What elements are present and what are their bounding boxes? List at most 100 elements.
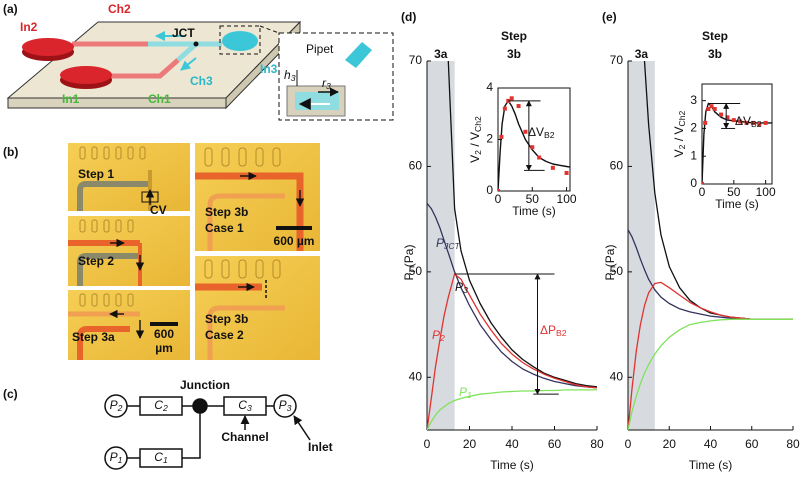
subscript: Ch2	[677, 110, 687, 126]
label-h3: h3	[284, 68, 296, 83]
x-tick-label: 0	[495, 192, 502, 206]
label-ch2: Ch2	[108, 2, 131, 16]
curve	[427, 202, 597, 389]
plot-area	[628, 61, 793, 430]
label-part: V	[672, 149, 686, 157]
subscript: 1	[163, 455, 168, 465]
curve	[427, 389, 597, 430]
phase-label: 3b	[507, 47, 521, 61]
data-point	[530, 145, 535, 150]
photo-label: Step 1	[78, 167, 114, 181]
check-valve	[141, 191, 159, 203]
label-part: h	[284, 68, 291, 82]
y-tick-label: 50	[409, 264, 423, 278]
label-part: P	[432, 328, 440, 342]
junction-label: Junction	[180, 378, 230, 392]
label-part: C	[154, 450, 163, 464]
photo	[68, 143, 190, 211]
shaded-phase	[427, 61, 455, 430]
label-in1: In1	[62, 92, 80, 106]
curve	[498, 100, 570, 191]
scale-label: 600 µm	[274, 234, 315, 248]
label-part: (Pa)	[603, 245, 617, 271]
junction-dot	[193, 41, 199, 47]
phase-label: 3a	[635, 47, 649, 61]
subscript: Ch2	[473, 116, 483, 132]
reservoir-in1	[60, 66, 112, 84]
annotation-label: ΔVB2	[735, 114, 762, 129]
data-point	[744, 120, 749, 125]
subscript: B2	[544, 130, 555, 140]
y-tick-label: 0	[486, 183, 493, 197]
data-point	[703, 120, 708, 125]
phase-label: 3b	[708, 47, 722, 61]
curve	[628, 318, 793, 430]
label-part: C	[238, 398, 247, 412]
label-ch1: Ch1	[148, 92, 171, 106]
subscript: 1	[467, 390, 472, 400]
y-tick-label: 2	[690, 121, 697, 135]
data-point	[537, 155, 542, 160]
photo-label: CV	[150, 203, 167, 217]
x-tick-label: 50	[727, 185, 741, 199]
chip-front	[7, 97, 227, 109]
label-pipet: Pipet	[306, 42, 334, 56]
label-part: ΔP	[540, 323, 556, 337]
label-r3: r3	[322, 76, 331, 91]
data-point	[757, 122, 762, 127]
panel-label: (a)	[3, 2, 18, 16]
x-axis-label: Time (s)	[490, 458, 534, 472]
y-tick-label: 50	[610, 264, 624, 278]
channel-orange	[77, 326, 130, 360]
phase-label: 3a	[434, 47, 448, 61]
step-label: Step	[501, 29, 527, 43]
label-jct: JCT	[172, 26, 195, 40]
plot-area	[427, 61, 597, 430]
label-part: / V	[672, 127, 686, 145]
scale-bar	[276, 226, 312, 230]
subscript: B2	[556, 328, 567, 338]
node-label: P1	[110, 450, 123, 465]
flow-arrow	[180, 57, 197, 71]
x-tick-label: 20	[663, 437, 677, 451]
chamber-marks	[79, 146, 281, 307]
subscript: B2	[751, 119, 762, 129]
label-part: V	[468, 155, 482, 163]
label-part: ΔV	[735, 114, 751, 128]
step-label: Step	[702, 29, 728, 43]
y-axis-label: V2 / VCh2	[468, 116, 483, 163]
x-tick-label: 100	[756, 185, 776, 199]
data-point	[750, 120, 755, 125]
data-point	[550, 165, 555, 170]
channel-filled	[77, 253, 140, 286]
photo-label: Step 3b	[205, 312, 248, 326]
data-point	[731, 118, 736, 123]
label-part: P	[459, 385, 467, 399]
label-part: P	[603, 272, 617, 280]
photo-label: Step 3b	[205, 205, 248, 219]
scale-label: 600	[154, 327, 174, 341]
x-tick-label: 0	[699, 185, 706, 199]
x-tick-label: 0	[424, 437, 431, 451]
channel-orange	[207, 193, 285, 251]
x-tick-label: 0	[625, 437, 632, 451]
subscript: 3	[291, 73, 296, 83]
photo-label: Step 2	[78, 254, 114, 268]
zoom-line	[259, 25, 280, 34]
data-point	[712, 107, 717, 111]
y-axis-label: Pi (Pa)	[402, 245, 417, 281]
subscript: 3	[326, 81, 331, 91]
curve	[447, 61, 597, 388]
subscript: 1	[118, 455, 123, 465]
label-part: P	[455, 280, 463, 294]
photo-label: Step 3a	[72, 330, 115, 344]
label-part: P	[110, 450, 118, 464]
photo	[68, 216, 190, 286]
y-tick-label: 1	[690, 148, 697, 162]
panel-b: (b) Step 1 CV Step 2 Step 3a 600 µm Step…	[3, 143, 320, 360]
label-part: (Pa)	[402, 245, 416, 271]
photo-label: Case 1	[205, 221, 244, 235]
x-tick-label: 80	[786, 437, 800, 451]
